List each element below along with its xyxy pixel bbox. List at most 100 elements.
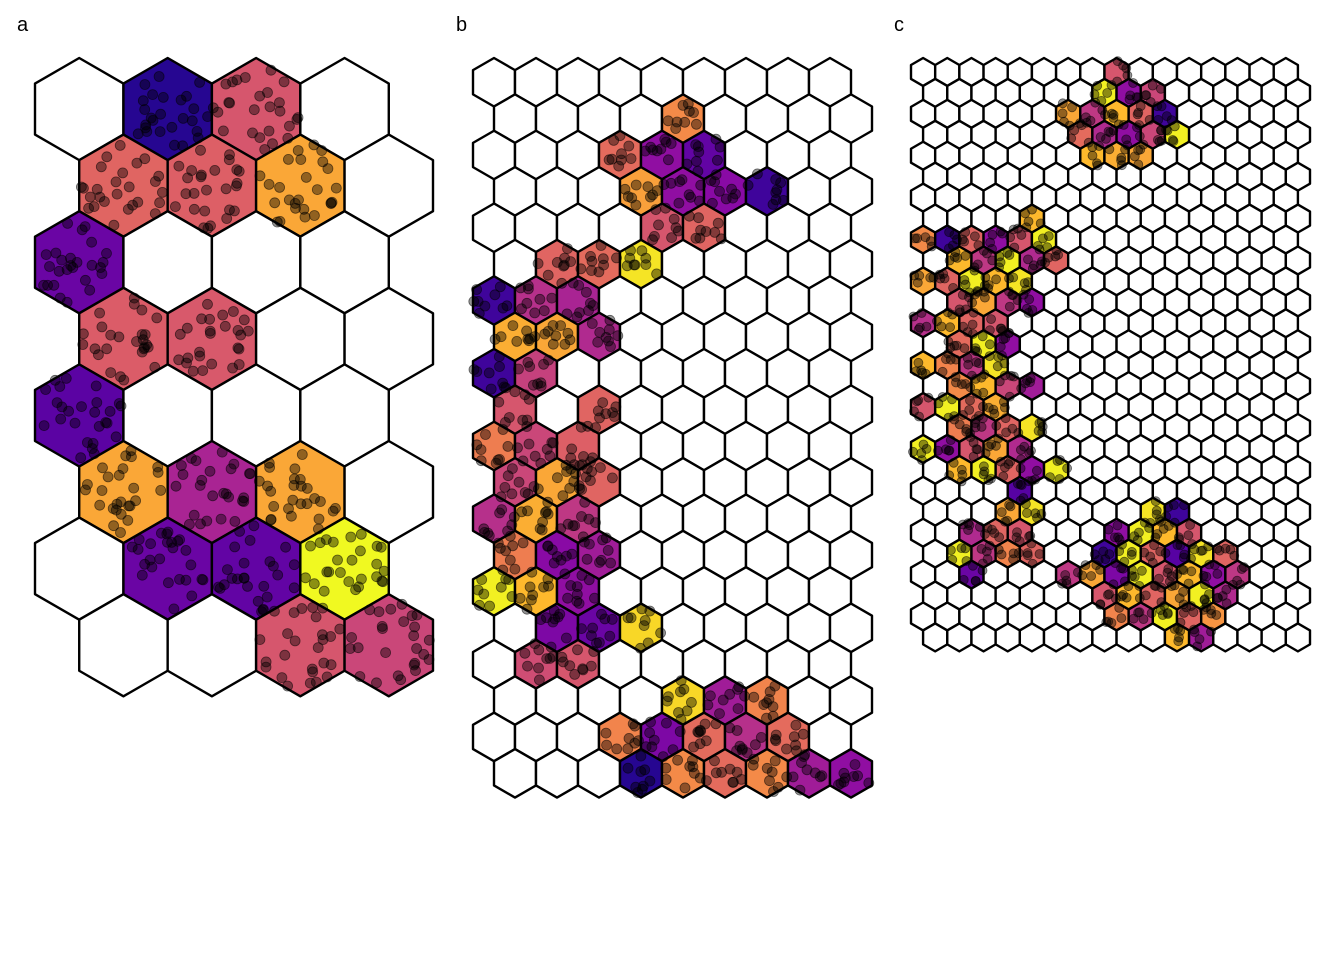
data-point	[571, 581, 583, 592]
data-point	[766, 766, 778, 778]
data-point	[1101, 133, 1111, 144]
data-point	[128, 298, 140, 310]
data-point	[96, 321, 108, 333]
data-point	[1000, 413, 1011, 424]
data-point	[101, 417, 113, 429]
data-point	[307, 666, 319, 678]
data-point	[482, 527, 494, 539]
data-point	[500, 573, 512, 585]
data-point	[231, 74, 243, 86]
data-point	[76, 401, 87, 413]
data-point	[557, 656, 569, 668]
data-point	[752, 168, 763, 180]
data-point	[238, 572, 250, 584]
data-point	[517, 414, 529, 426]
data-point	[949, 229, 960, 240]
data-point	[532, 378, 543, 390]
data-point	[115, 371, 126, 383]
data-point	[1059, 116, 1069, 127]
data-point	[639, 615, 651, 626]
data-point	[311, 184, 323, 196]
data-point	[49, 374, 61, 386]
data-point	[561, 550, 572, 562]
data-point	[986, 314, 996, 325]
data-point	[133, 534, 145, 545]
data-point	[51, 397, 63, 409]
data-point	[660, 762, 672, 774]
data-point	[1077, 570, 1088, 581]
data-point	[468, 295, 480, 307]
data-point	[764, 686, 776, 698]
data-point	[156, 186, 168, 198]
data-point	[140, 122, 151, 134]
data-point	[555, 554, 567, 566]
data-point	[1145, 551, 1156, 562]
data-point	[1194, 634, 1205, 645]
data-point	[398, 616, 410, 627]
data-point	[660, 202, 671, 214]
data-point	[288, 559, 300, 571]
data-point	[909, 406, 919, 417]
data-point	[636, 783, 648, 795]
data-point	[794, 784, 806, 796]
data-point	[1154, 573, 1164, 584]
data-point	[529, 638, 541, 650]
data-point	[408, 659, 420, 671]
data-point	[712, 154, 723, 166]
data-point	[485, 383, 497, 395]
data-point	[95, 262, 106, 273]
data-point	[1054, 474, 1065, 484]
data-point	[1200, 579, 1210, 590]
data-point	[960, 250, 971, 261]
data-point	[663, 691, 674, 703]
data-point	[293, 194, 304, 206]
data-point	[301, 498, 313, 510]
data-point	[1097, 105, 1108, 115]
data-point	[556, 277, 568, 289]
data-point	[1100, 554, 1111, 564]
data-point	[908, 446, 918, 457]
data-point	[1186, 566, 1197, 577]
data-point	[536, 524, 548, 536]
data-point	[310, 676, 322, 688]
data-point	[1061, 575, 1072, 586]
data-point	[265, 485, 277, 497]
data-point	[611, 743, 623, 755]
data-point	[522, 356, 534, 368]
data-point	[734, 740, 746, 752]
data-point	[258, 580, 270, 592]
panel-label-c: c	[894, 14, 904, 36]
data-point	[188, 203, 200, 215]
data-point	[551, 256, 563, 268]
data-point	[575, 263, 587, 275]
data-point	[981, 546, 992, 557]
data-point	[948, 457, 959, 468]
data-point	[535, 457, 547, 469]
data-point	[1206, 605, 1216, 615]
data-point	[1057, 108, 1068, 119]
data-point	[1162, 608, 1173, 618]
data-point	[585, 475, 596, 486]
data-point	[647, 234, 658, 246]
data-point	[562, 327, 574, 339]
data-point	[282, 153, 294, 165]
data-point	[312, 523, 324, 535]
data-point	[709, 226, 721, 238]
data-point	[473, 307, 485, 319]
data-point	[552, 472, 563, 484]
data-point	[547, 320, 559, 331]
hex-cell	[1091, 622, 1118, 653]
hex-cells-c	[909, 56, 1312, 653]
data-point	[1114, 534, 1125, 545]
data-point	[965, 382, 976, 393]
data-point	[263, 457, 275, 469]
data-point	[300, 171, 312, 183]
data-point	[955, 307, 965, 318]
data-point	[588, 646, 600, 657]
data-point	[94, 307, 105, 319]
data-point	[75, 452, 87, 464]
hex-cell	[1018, 622, 1046, 653]
data-point	[513, 363, 524, 375]
data-point	[212, 106, 224, 118]
